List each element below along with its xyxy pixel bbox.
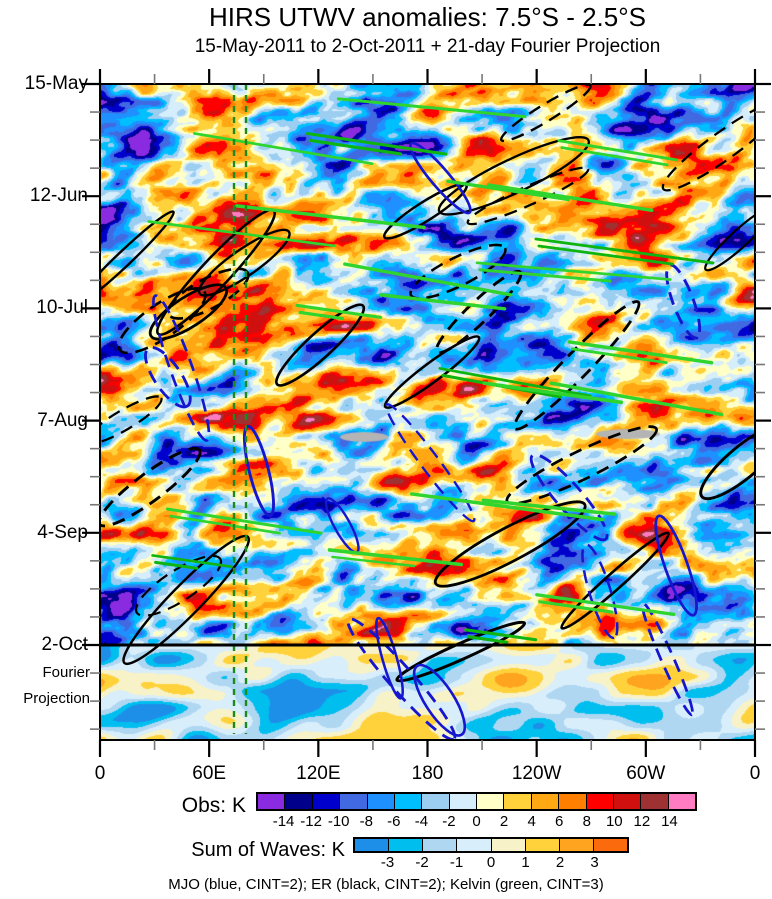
colorbar-cell: [366, 794, 394, 809]
colorbar-tick-label: 10: [605, 813, 623, 830]
x-tick-label: 180: [411, 763, 444, 784]
y-tick-label: 12-Jun: [29, 185, 88, 207]
colorbar-cell: [558, 839, 593, 851]
colorbar-cell: [667, 794, 695, 809]
y-tick-label: 4-Sep: [37, 521, 88, 543]
colorbar-tick-label: 4: [527, 813, 536, 830]
colorbar-cell: [530, 794, 559, 809]
fourier-projection-label: Projection: [23, 690, 90, 707]
colorbar-cell: [393, 794, 422, 809]
colorbar-tick-label: 8: [582, 813, 591, 830]
colorbar-cell: [421, 794, 449, 809]
colorbar-cell: [284, 794, 312, 809]
colorbar-tick-label: -1: [449, 854, 464, 871]
colorbar-tick-label: 2: [555, 854, 565, 871]
colorbar-cell: [311, 794, 340, 809]
plot-subtitle: 15-May-2011 to 2-Oct-2011 + 21-day Fouri…: [194, 36, 661, 57]
obs-colorbar-label: Obs: K: [181, 794, 246, 817]
colorbar-tick-label: -2: [442, 813, 456, 830]
colorbar-cell: [503, 794, 531, 809]
colorbar-tick-label: 1: [521, 854, 530, 871]
colorbar-tick-label: 6: [555, 813, 564, 830]
colorbar-cell: [355, 839, 389, 851]
colorbar-tick-label: 3: [590, 854, 599, 871]
wave-legend-caption: MJO (blue, CINT=2); ER (black, CINT=2); …: [168, 876, 604, 893]
colorbar-tick-label: -6: [387, 813, 401, 830]
colorbar-cell: [558, 794, 586, 809]
obs-colorbar: [256, 792, 697, 811]
colorbar-cell: [585, 794, 613, 809]
x-tick-label: 60W: [626, 763, 666, 784]
colorbar-tick-label: 2: [499, 813, 509, 830]
colorbar-cell: [524, 839, 559, 851]
colorbar-cell: [422, 839, 457, 851]
colorbar-tick-label: -8: [359, 813, 373, 830]
fourier-projection-label: Fourier: [42, 664, 90, 681]
x-tick-label: 0: [749, 763, 761, 784]
colorbar-cell: [612, 794, 641, 809]
colorbar-cell: [490, 839, 525, 851]
colorbar-cell: [592, 839, 627, 851]
y-tick-label: 2-Oct: [41, 634, 88, 655]
x-tick-label: 60E: [192, 763, 227, 784]
x-tick-label: 120W: [511, 763, 562, 784]
colorbar-tick-label: -3: [380, 854, 395, 871]
colorbar-tick-label: 14: [661, 813, 678, 830]
colorbar-cell: [640, 794, 668, 809]
colorbar-cell: [388, 839, 423, 851]
colorbar-cell: [339, 794, 367, 809]
colorbar-tick-label: -14: [272, 813, 295, 830]
colorbar-tick-label: -12: [300, 813, 322, 830]
page-title: HIRS UTWV anomalies: 7.5°S - 2.5°S: [209, 2, 646, 32]
y-tick-label: 15-May: [24, 73, 88, 94]
colorbar-cell: [258, 794, 285, 809]
anomaly-field-canvas: [100, 84, 755, 740]
x-tick-label: 0: [94, 763, 106, 784]
colorbar-tick-label: 0: [472, 813, 481, 830]
x-tick-label: 120E: [296, 763, 341, 784]
colorbar-cell: [476, 794, 504, 809]
y-tick-label: 10-Jul: [36, 297, 88, 319]
colorbar-tick-label: -4: [414, 813, 429, 830]
y-tick-label: 7-Aug: [37, 409, 88, 431]
colorbar-tick-label: 12: [633, 813, 651, 830]
waves-colorbar-label: Sum of Waves: K: [191, 839, 345, 861]
waves-colorbar: [353, 837, 629, 853]
colorbar-cell: [448, 794, 476, 809]
colorbar-tick-label: -2: [415, 854, 429, 871]
colorbar-tick-label: 0: [486, 854, 496, 871]
colorbar-tick-label: -10: [327, 813, 350, 830]
colorbar-cell: [456, 839, 491, 851]
